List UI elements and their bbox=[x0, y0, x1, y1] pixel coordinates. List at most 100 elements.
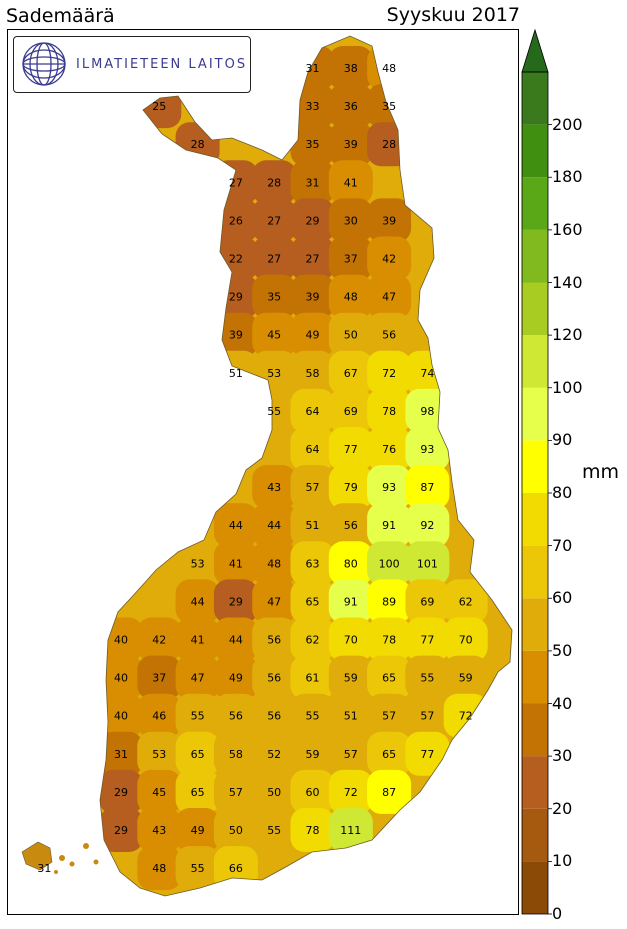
colorbar-segment bbox=[522, 861, 548, 914]
fmi-logo: ILMATIETEEN LAITOS bbox=[13, 36, 251, 93]
colorbar-tick-label: 60 bbox=[552, 588, 573, 608]
map-cell bbox=[328, 198, 373, 243]
colorbar-segment bbox=[522, 124, 548, 178]
map-cell bbox=[252, 769, 297, 814]
map-cell bbox=[290, 312, 335, 357]
station-value: 26 bbox=[229, 214, 243, 227]
map-cell bbox=[137, 731, 182, 776]
map-cell bbox=[100, 693, 143, 738]
station-value: 43 bbox=[152, 824, 166, 837]
station-value: 49 bbox=[229, 672, 243, 685]
station-value: 69 bbox=[344, 405, 358, 418]
map-cell bbox=[405, 541, 450, 586]
map-cell bbox=[175, 541, 220, 586]
station-value: 57 bbox=[382, 710, 396, 723]
station-value: 51 bbox=[229, 367, 243, 380]
colorbar-segment bbox=[522, 440, 548, 493]
map-cell bbox=[328, 122, 373, 167]
map-cell bbox=[405, 579, 450, 624]
map-cell bbox=[213, 693, 258, 738]
station-value: 41 bbox=[191, 634, 205, 647]
station-value: 45 bbox=[267, 329, 281, 342]
fmi-globe-icon bbox=[22, 42, 66, 86]
station-value: 27 bbox=[306, 253, 320, 266]
station-value: 57 bbox=[306, 481, 320, 494]
station-value: 79 bbox=[344, 481, 358, 494]
colorbar-tick-label: 70 bbox=[552, 535, 573, 555]
map-cell bbox=[405, 427, 450, 471]
station-value: 57 bbox=[229, 786, 243, 799]
colorbar-segment bbox=[522, 756, 548, 809]
station-value: 52 bbox=[267, 748, 281, 761]
station-value: 46 bbox=[152, 710, 166, 723]
station-value: 28 bbox=[382, 138, 396, 151]
colorbar-segment bbox=[522, 229, 548, 283]
station-value: 49 bbox=[306, 329, 320, 342]
colorbar-segment bbox=[522, 650, 548, 704]
map-cell bbox=[252, 465, 297, 510]
colorbar-segment bbox=[522, 493, 548, 546]
station-value: 67 bbox=[344, 367, 358, 380]
map-cell bbox=[443, 617, 488, 662]
colorbar-tick-label: 160 bbox=[552, 219, 583, 239]
map-cell bbox=[290, 655, 335, 700]
logo-text: ILMATIETEEN LAITOS bbox=[76, 57, 248, 72]
map-cell bbox=[175, 617, 220, 662]
station-value: 25 bbox=[152, 100, 166, 113]
map-cell bbox=[328, 160, 373, 205]
station-value: 47 bbox=[267, 595, 281, 608]
station-value: 44 bbox=[229, 634, 243, 647]
station-value: 62 bbox=[306, 634, 320, 647]
station-value: 72 bbox=[459, 710, 473, 723]
map-cell bbox=[367, 579, 412, 624]
map-cell bbox=[328, 427, 373, 471]
colorbar-segment bbox=[522, 545, 548, 599]
map-cell bbox=[252, 808, 297, 852]
station-value: 92 bbox=[420, 519, 434, 532]
station-value: 29 bbox=[229, 291, 243, 304]
map-cell bbox=[213, 312, 258, 357]
colorbar-tick-label: 40 bbox=[552, 693, 573, 713]
station-value: 59 bbox=[344, 672, 358, 685]
station-value: 100 bbox=[379, 557, 400, 570]
station-value: 51 bbox=[344, 710, 358, 723]
station-value: 38 bbox=[344, 62, 358, 75]
station-value: 56 bbox=[267, 634, 281, 647]
map-cell bbox=[290, 503, 335, 548]
map-cell bbox=[100, 731, 143, 776]
map-cell bbox=[367, 693, 412, 738]
map-cell bbox=[405, 465, 450, 510]
station-value: 93 bbox=[420, 443, 434, 456]
map-cell bbox=[252, 312, 297, 357]
map-cell bbox=[328, 808, 373, 852]
map-cell bbox=[367, 388, 412, 433]
station-value: 87 bbox=[420, 481, 434, 494]
station-value: 65 bbox=[382, 748, 396, 761]
station-value: 47 bbox=[191, 672, 205, 685]
station-value: 48 bbox=[344, 291, 358, 304]
map-cell bbox=[290, 236, 335, 281]
colorbar bbox=[521, 28, 552, 915]
station-value: 31 bbox=[114, 748, 128, 761]
colorbar-tick-label: 10 bbox=[552, 851, 573, 871]
station-value: 30 bbox=[344, 214, 358, 227]
map-cell bbox=[213, 617, 258, 662]
station-value: 77 bbox=[420, 748, 434, 761]
station-value: 40 bbox=[114, 710, 128, 723]
station-value: 45 bbox=[152, 786, 166, 799]
map-cell bbox=[213, 503, 258, 548]
map-cell bbox=[328, 541, 373, 586]
station-value: 89 bbox=[382, 595, 396, 608]
station-value: 59 bbox=[459, 672, 473, 685]
station-value: 55 bbox=[306, 710, 320, 723]
station-value: 50 bbox=[344, 329, 358, 342]
map-cell bbox=[137, 655, 182, 700]
finland-outline bbox=[99, 35, 513, 897]
station-value: 36 bbox=[344, 100, 358, 113]
station-value: 98 bbox=[420, 405, 434, 418]
map-cell bbox=[367, 541, 412, 586]
colorbar-tick-label: 80 bbox=[552, 483, 573, 502]
station-value: 31 bbox=[306, 176, 320, 189]
station-value: 56 bbox=[267, 672, 281, 685]
map-cell bbox=[367, 769, 412, 814]
